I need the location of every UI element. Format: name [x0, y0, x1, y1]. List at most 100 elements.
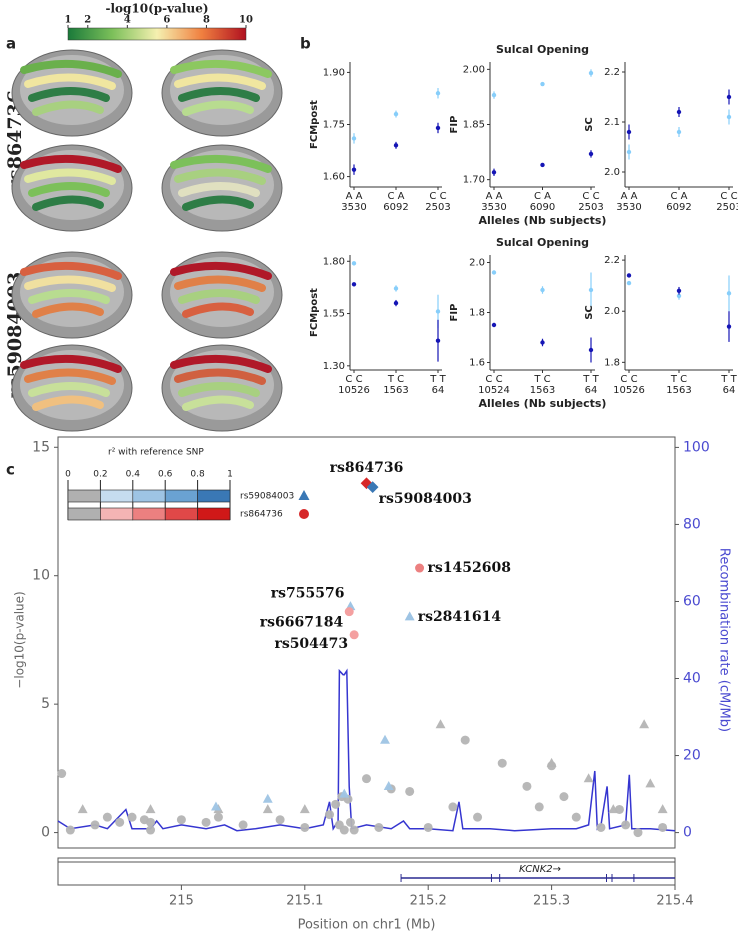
- snp-label: rs6667184: [260, 615, 344, 631]
- y-tick-label: 1.60: [323, 172, 345, 183]
- point: [435, 125, 441, 131]
- y2-tick-label: 20: [683, 748, 701, 764]
- point: [351, 282, 357, 287]
- brain: [161, 144, 283, 232]
- x-tick-label: 215.1: [286, 894, 323, 909]
- point: [540, 81, 545, 87]
- point: [633, 828, 643, 838]
- y-tick-label: 2.2: [604, 67, 620, 78]
- x-tick-label: 6092: [383, 202, 408, 213]
- x-tick-label: 1563: [383, 385, 408, 396]
- colorbar-tick-label: 2: [84, 15, 91, 26]
- y2-tick-label: 40: [683, 671, 701, 687]
- point: [393, 111, 399, 117]
- y2-tick-label: 100: [683, 439, 710, 455]
- x-tick-label: 3530: [481, 202, 506, 213]
- x-tick-label: T C: [533, 374, 550, 385]
- point: [645, 778, 656, 788]
- point: [374, 822, 384, 832]
- y-tick-label: 1.30: [323, 361, 345, 372]
- snp-label: rs864736: [330, 460, 404, 476]
- x-tick-label: T C: [670, 374, 687, 385]
- point: [596, 822, 606, 832]
- y-tick-label: 5: [41, 696, 50, 712]
- brain-region: [32, 395, 104, 411]
- x-tick-label: 10524: [478, 385, 510, 396]
- point: [639, 719, 650, 729]
- x-tick-label: 215: [169, 894, 194, 909]
- y-tick-label: 2.0: [604, 167, 620, 178]
- point: [676, 109, 682, 115]
- colorbar-tick-label: 4: [124, 15, 131, 26]
- legend-swatch: [197, 489, 231, 503]
- legend-marker: [299, 509, 309, 519]
- brain-region: [24, 168, 116, 185]
- point: [460, 735, 470, 745]
- point: [146, 825, 156, 835]
- y-tick-label: 1.90: [323, 67, 345, 78]
- y-tick-label: 1.70: [463, 175, 485, 186]
- point: [262, 804, 273, 814]
- point: [676, 129, 682, 135]
- y-axis-label: FCMpost: [309, 100, 320, 149]
- brain-region: [28, 87, 110, 102]
- x-tick-label: C C: [620, 374, 637, 385]
- point: [275, 815, 285, 825]
- brain-region: [20, 59, 122, 78]
- plot-frame: [57, 436, 676, 849]
- point: [608, 804, 619, 814]
- x-tick-label: 64: [723, 385, 736, 396]
- point: [583, 773, 594, 783]
- brain-region: [170, 354, 272, 373]
- y-tick-label: 2.0: [604, 306, 620, 317]
- point: [423, 822, 433, 832]
- brain-region: [20, 354, 122, 373]
- brain: [161, 49, 283, 137]
- x-axis-label: Alleles (Nb subjects): [479, 397, 607, 410]
- point: [383, 780, 394, 790]
- colorbar-tick-label: 6: [163, 15, 170, 26]
- point: [127, 812, 137, 822]
- brain-region: [174, 368, 266, 385]
- point: [339, 788, 350, 798]
- x-tick-label: 6092: [666, 202, 691, 213]
- legend-marker: [298, 490, 310, 500]
- point: [362, 774, 371, 784]
- y-axis-label: FIP: [449, 304, 460, 322]
- point: [676, 288, 682, 293]
- brain: [11, 251, 133, 339]
- x-tick-label: 10526: [613, 385, 645, 396]
- snp-label: rs1452608: [428, 560, 511, 576]
- legend-swatch: [164, 489, 198, 503]
- y-tick-label: 1.6: [469, 358, 485, 369]
- point: [238, 820, 248, 830]
- x-tick-label: 215.3: [533, 894, 570, 909]
- brain-region: [170, 261, 272, 280]
- legend-label: rs59084003: [240, 492, 294, 502]
- point: [726, 94, 732, 100]
- brain: [11, 144, 133, 232]
- x-axis-label: Position on chr1 (Mb): [298, 918, 436, 933]
- point: [473, 812, 483, 822]
- point: [726, 324, 732, 329]
- y-tick-label: 15: [32, 439, 50, 455]
- point: [393, 143, 399, 148]
- legend-tick-label: 1: [227, 470, 233, 480]
- point: [176, 815, 186, 825]
- point: [626, 280, 632, 286]
- brain-region: [182, 100, 254, 116]
- legend-swatch: [164, 507, 198, 521]
- point: [435, 91, 441, 96]
- y-tick-label: 2.0: [469, 258, 485, 269]
- colorbar-tick-label: 8: [203, 15, 210, 26]
- x-axis-label: Alleles (Nb subjects): [479, 214, 607, 227]
- point: [726, 291, 732, 296]
- y-tick-label: 1.8: [469, 308, 485, 319]
- legend-swatch: [100, 489, 134, 503]
- point: [559, 792, 569, 802]
- y2-tick-label: 60: [683, 593, 701, 609]
- point: [345, 817, 355, 827]
- point: [626, 273, 632, 278]
- colorbar-title: -log10(p-value): [105, 2, 208, 16]
- brain: [161, 344, 283, 432]
